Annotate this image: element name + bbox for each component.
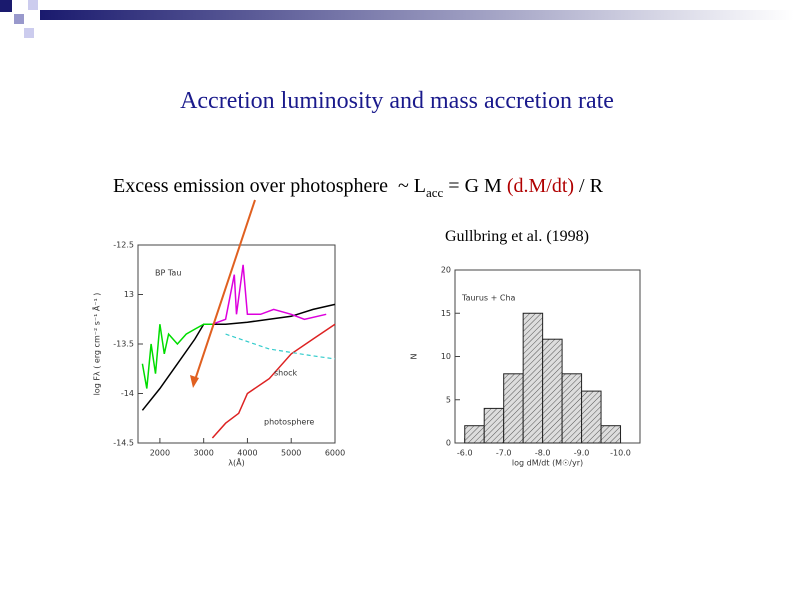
bar — [561, 373, 583, 444]
x-tick-label: -7.0 — [496, 449, 512, 458]
y-tick-label: 15 — [441, 309, 451, 318]
bar — [464, 425, 485, 444]
eq-rate: (d.M/dt) — [506, 175, 575, 197]
y-tick-label: -14.5 — [113, 439, 134, 448]
series-line — [141, 323, 213, 389]
x-tick-label: 5000 — [281, 449, 301, 458]
bar — [483, 407, 505, 444]
title: Accretion luminosity and mass accretion … — [180, 88, 614, 114]
x-axis-label: λ(Å) — [228, 457, 244, 468]
x-tick-label: -8.0 — [535, 449, 551, 458]
logo-square — [24, 28, 34, 38]
x-tick-label: 3000 — [193, 449, 213, 458]
reference: Gullbring et al. (1998) — [445, 228, 589, 245]
y-tick-label: 13 — [124, 290, 134, 299]
y-tick-label: 10 — [441, 352, 451, 361]
bar — [581, 390, 602, 444]
y-tick-label: 5 — [446, 395, 451, 404]
annotation: shock — [274, 369, 298, 378]
arrow — [194, 199, 256, 381]
y-tick-label: -14 — [121, 389, 134, 398]
y-tick-label: -12.5 — [113, 241, 134, 250]
series-line — [211, 323, 336, 439]
annotation: Taurus + Cha — [461, 294, 516, 303]
y-tick-label: -13.5 — [113, 340, 134, 349]
eq-sub: acc — [425, 185, 444, 200]
annotation: BP Tau — [155, 269, 181, 278]
x-tick-label: 4000 — [237, 449, 257, 458]
logo-square — [0, 0, 12, 12]
bar — [542, 338, 563, 444]
y-tick-label: 0 — [446, 439, 451, 448]
logo-square — [28, 0, 38, 10]
eq-text: Excess emission over photosphere ~ L — [113, 175, 426, 197]
x-tick-label: 6000 — [325, 449, 345, 458]
logo-square — [14, 14, 24, 24]
y-axis-label: N — [410, 353, 419, 359]
series-line — [141, 303, 336, 411]
arrow-head — [190, 375, 199, 388]
header-bar — [40, 10, 794, 20]
x-tick-label: -9.0 — [574, 449, 590, 458]
x-tick-label: -6.0 — [457, 449, 473, 458]
y-tick-label: 20 — [441, 266, 451, 275]
x-axis-label: log dM/dt (M☉/yr) — [512, 459, 583, 468]
bar — [503, 373, 524, 444]
series-line — [212, 264, 327, 325]
eq-text: = G M — [443, 175, 507, 197]
bar — [522, 312, 544, 444]
y-axis-label: log Fλ ( erg cm⁻² s⁻¹ Å⁻¹ ) — [91, 293, 102, 396]
annotation: photosphere — [264, 418, 314, 427]
bar — [600, 425, 622, 444]
x-tick-label: -10.0 — [610, 449, 631, 458]
eq-text: / R — [574, 175, 603, 197]
plots: -12.5 13 -13.5 -14 -14.5 2000 3000 4000 5000 6000… — [91, 241, 641, 468]
equation: Excess emission over photosphere ~ Lacc … — [113, 175, 603, 201]
series-line — [225, 333, 336, 360]
x-tick-label: 2000 — [150, 449, 170, 458]
